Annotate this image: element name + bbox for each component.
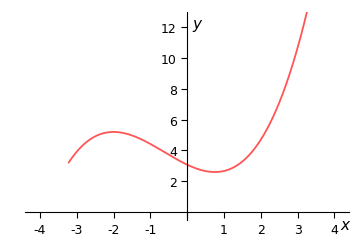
Text: y: y xyxy=(193,17,202,32)
Text: x: x xyxy=(340,217,349,232)
